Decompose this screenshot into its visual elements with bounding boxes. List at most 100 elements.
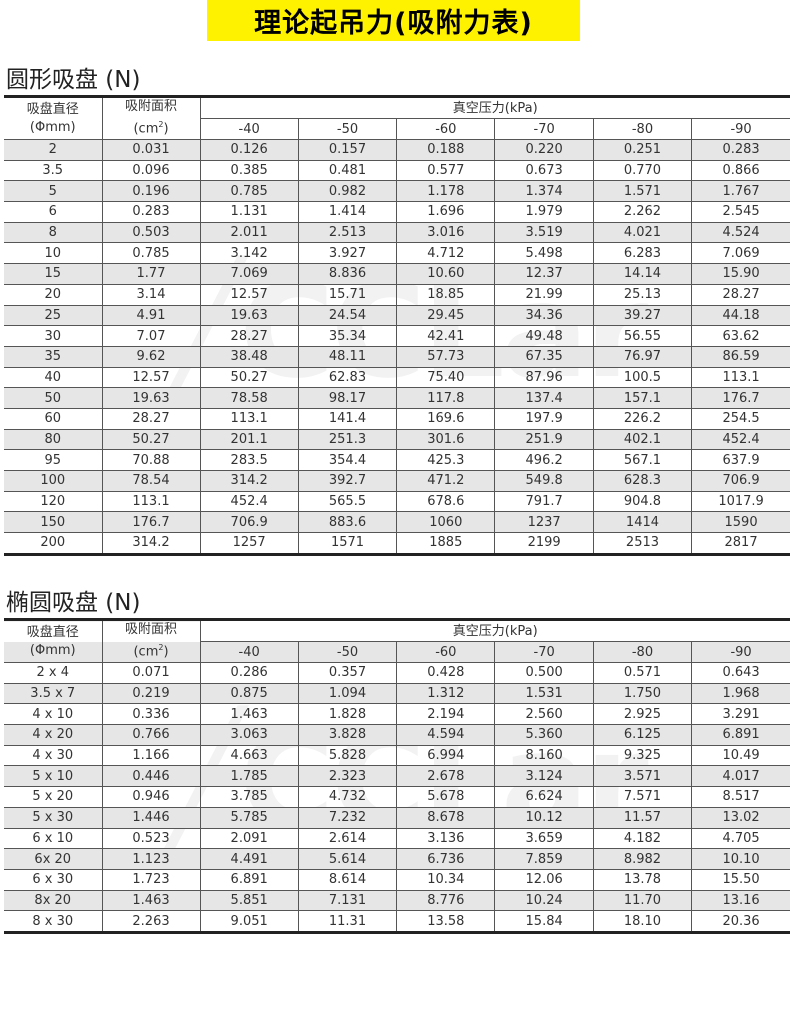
diameter-cell: 50 (4, 387, 103, 409)
force-cell: 1.750 (592, 682, 693, 705)
pressure-column-header: -70 (494, 118, 594, 140)
table-row: 50 19.63 78.58 98.17 117.8 137.4 157.1 176.7 (4, 387, 790, 409)
force-cell: 1.131 (199, 201, 299, 223)
force-cell: 567.1 (592, 449, 693, 471)
force-cell: 38.48 (199, 345, 299, 368)
diameter-cell: 120 (4, 490, 103, 513)
force-cell: 201.1 (199, 428, 299, 451)
force-cell: 791.7 (494, 490, 594, 513)
force-cell: 0.220 (494, 139, 594, 161)
diameter-cell: 80 (4, 428, 103, 451)
force-cell: 4.182 (592, 827, 693, 850)
force-cell: 1.696 (396, 201, 496, 223)
round-cup-table: 吸盘直径 (Φmm) 吸附面积 (cm2) 真空压力(kPa) -40 -50 -60 -70-… (4, 95, 790, 556)
diameter-cell: 5 x 30 (4, 806, 103, 829)
force-cell: 3.142 (199, 242, 299, 265)
force-cell: 7.069 (199, 263, 299, 285)
force-cell: 425.3 (396, 449, 496, 471)
force-cell: 354.4 (297, 449, 398, 471)
area-cell: 7.07 (101, 325, 201, 347)
force-cell: 12.06 (494, 868, 594, 891)
area-cell: 113.1 (101, 490, 201, 513)
force-cell: 44.18 (691, 304, 790, 327)
force-cell: 9.051 (199, 910, 299, 933)
force-cell: 4.594 (396, 724, 496, 746)
oval-cup-table: 吸盘直径 (Φmm) 吸附面积 (cm2) 真空压力(kPa) -40 -50 -60 -70-… (4, 618, 790, 934)
pressure-column-header: -60 (396, 118, 496, 140)
force-cell: 3.291 (691, 703, 790, 726)
area-cell: 0.196 (101, 180, 201, 203)
diameter-cell: 2 x 4 (4, 662, 103, 684)
area-cell: 0.096 (101, 159, 201, 182)
diameter-cell: 30 (4, 325, 103, 347)
header-row: 吸盘直径 (Φmm) 吸附面积 (cm2) 真空压力(kPa) (4, 619, 790, 663)
force-cell: 13.02 (691, 806, 790, 829)
area-cell: 78.54 (101, 470, 201, 492)
table-row: 2 x 4 0.071 0.286 0.357 0.428 0.500 0.571 0.643 (4, 662, 790, 684)
diameter-cell: 4 x 20 (4, 724, 103, 746)
area-cell: 0.523 (101, 827, 201, 850)
force-cell: 0.571 (592, 662, 693, 684)
force-cell: 0.577 (396, 159, 496, 182)
force-cell: 2.925 (592, 703, 693, 726)
force-cell: 8.678 (396, 806, 496, 829)
force-cell: 7.131 (297, 889, 398, 912)
force-cell: 2199 (494, 532, 594, 555)
force-cell: 9.325 (592, 744, 693, 767)
force-cell: 0.481 (297, 159, 398, 182)
force-cell: 4.021 (592, 221, 693, 244)
force-cell: 314.2 (199, 470, 299, 492)
force-cell: 251.3 (297, 428, 398, 451)
force-cell: 1.178 (396, 180, 496, 203)
diameter-cell: 10 (4, 242, 103, 265)
table-row: 6 x 10 0.523 2.091 2.614 3.136 3.659 4.182 4.70… (4, 827, 790, 850)
force-cell: 549.8 (494, 470, 594, 492)
force-cell: 706.9 (691, 470, 790, 492)
force-cell: 637.9 (691, 449, 790, 471)
force-cell: 3.927 (297, 242, 398, 265)
area-cell: 0.766 (101, 724, 201, 746)
table-row: 20 3.14 12.57 15.71 18.85 21.99 25.13 28.27 (4, 283, 790, 306)
force-cell: 57.73 (396, 345, 496, 368)
table-row: 4 x 20 0.766 3.063 3.828 4.594 5.360 6.125 6.89… (4, 724, 790, 746)
area-cell: 1.166 (101, 744, 201, 767)
force-cell: 2.323 (297, 765, 398, 788)
force-cell: 7.859 (494, 848, 594, 870)
table-row: 200 314.2 1257 1571 1885 2199 2513 2817 (4, 532, 790, 555)
force-cell: 5.678 (396, 786, 496, 808)
table-row: 15 1.77 7.069 8.836 10.60 12.37 14.14 15.90 (4, 263, 790, 285)
force-cell: 6.994 (396, 744, 496, 767)
force-cell: 3.519 (494, 221, 594, 244)
force-cell: 35.34 (297, 325, 398, 347)
force-cell: 5.828 (297, 744, 398, 767)
table-row: 95 70.88 283.5 354.4 425.3 496.2 567.1 637.9 (4, 449, 790, 471)
force-cell: 1.374 (494, 180, 594, 203)
force-cell: 78.58 (199, 387, 299, 409)
pressure-header: 真空压力(kPa) (199, 619, 790, 642)
force-cell: 76.97 (592, 345, 693, 368)
area-header: 吸附面积 (cm2) (101, 96, 201, 140)
table-row: 2 0.031 0.126 0.157 0.188 0.220 0.251 0.283 (4, 139, 790, 161)
force-cell: 3.016 (396, 221, 496, 244)
force-cell: 1.463 (199, 703, 299, 726)
force-cell: 4.712 (396, 242, 496, 265)
force-cell: 10.12 (494, 806, 594, 829)
force-cell: 0.866 (691, 159, 790, 182)
area-cell: 314.2 (101, 532, 201, 555)
pressure-column-header: -40 (200, 118, 299, 140)
table-row: 8 x 30 2.263 9.051 11.31 13.58 15.84 18.10 20.3… (4, 910, 790, 933)
force-cell: 29.45 (396, 304, 496, 327)
table-row: 40 12.57 50.27 62.83 75.40 87.96 100.5 113.1 (4, 366, 790, 389)
force-cell: 0.251 (592, 139, 693, 161)
diameter-cell: 6 x 10 (4, 827, 103, 850)
diameter-cell: 4 x 30 (4, 744, 103, 767)
force-cell: 137.4 (494, 387, 594, 409)
table-row: 3.5 0.096 0.385 0.481 0.577 0.673 0.770 0.866 (4, 159, 790, 182)
force-cell: 0.673 (494, 159, 594, 182)
force-cell: 2.091 (199, 827, 299, 850)
force-cell: 3.571 (592, 765, 693, 788)
banner-title: 理论起吊力(吸附力表) (254, 8, 533, 39)
diameter-cell: 3.5 (4, 159, 103, 182)
force-cell: 2.262 (592, 201, 693, 223)
force-cell: 75.40 (396, 366, 496, 389)
